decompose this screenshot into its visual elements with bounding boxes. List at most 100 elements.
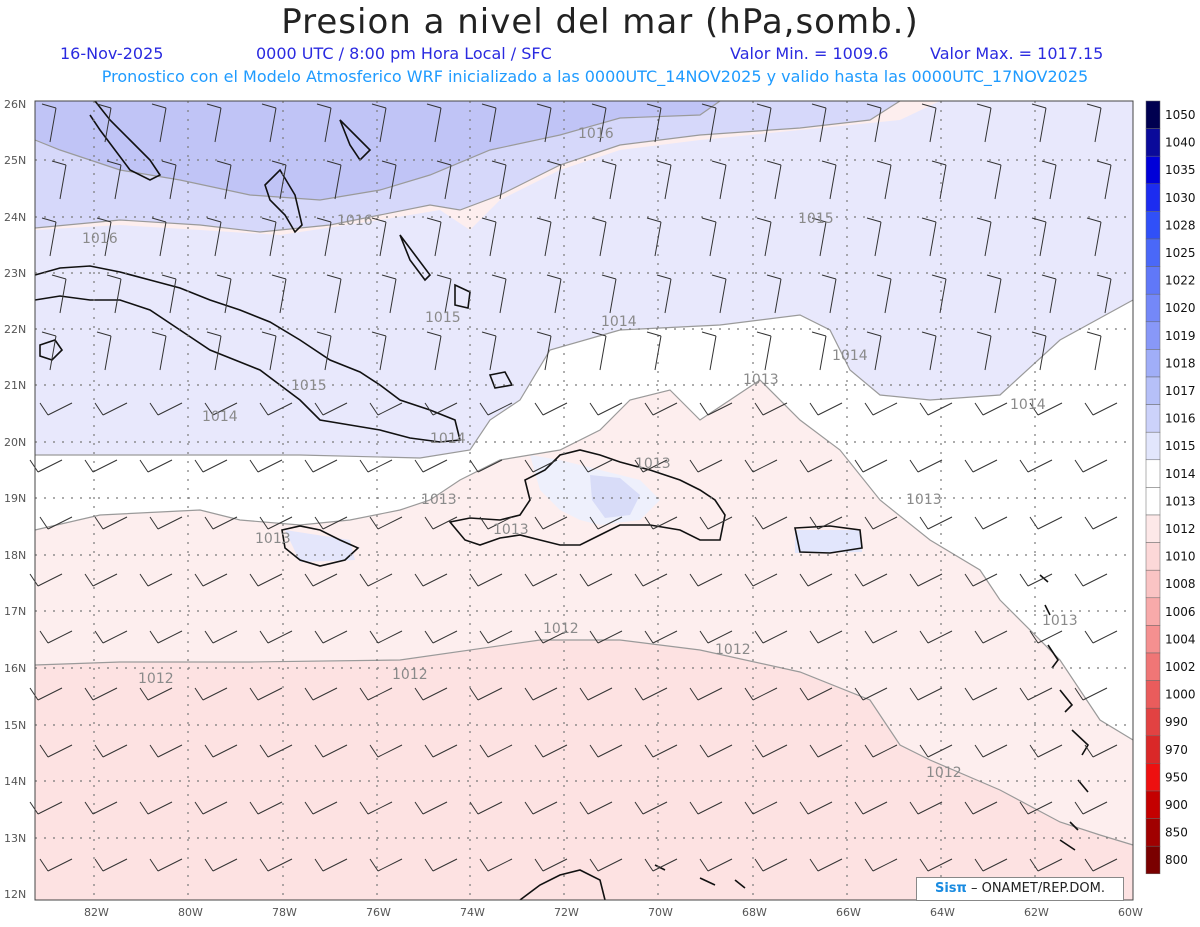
wind-barb xyxy=(964,459,998,473)
wind-barb xyxy=(964,801,998,815)
wind-barb xyxy=(1019,459,1053,473)
wind-barb xyxy=(974,516,1008,530)
wind-barb xyxy=(139,573,173,587)
wind-barb xyxy=(756,331,772,371)
lon-label: 70W xyxy=(648,906,673,919)
wind-barb xyxy=(1031,217,1047,257)
wind-barb xyxy=(1084,744,1118,758)
wind-barb xyxy=(259,630,293,644)
wind-barb xyxy=(469,801,503,815)
wind-barb xyxy=(921,217,937,257)
wind-barb xyxy=(634,573,668,587)
wind-barb xyxy=(29,687,63,701)
wind-barb xyxy=(699,516,733,530)
wind-barb xyxy=(809,858,843,872)
wind-barb xyxy=(634,687,668,701)
lat-label: 21N xyxy=(4,379,26,392)
wind-barb xyxy=(799,687,833,701)
wind-barb xyxy=(359,459,393,473)
colorbar-swatch xyxy=(1145,404,1161,433)
colorbar-swatch xyxy=(1145,376,1161,405)
wind-barb xyxy=(656,274,672,314)
wind-barb xyxy=(149,630,183,644)
lon-label: 66W xyxy=(836,906,861,919)
wind-barb xyxy=(964,573,998,587)
wind-barb xyxy=(689,687,723,701)
wind-barb xyxy=(689,801,723,815)
wind-barb xyxy=(646,103,662,143)
wind-barb xyxy=(149,744,183,758)
wind-barb xyxy=(259,744,293,758)
wind-barb xyxy=(1086,103,1102,143)
wind-barb xyxy=(359,687,393,701)
colorbar-label: 1000 xyxy=(1165,688,1196,702)
wind-barb xyxy=(149,858,183,872)
wind-barb xyxy=(546,274,562,314)
colorbar-swatch xyxy=(1145,487,1161,516)
latitude-axis: 26N 25N 24N 23N 22N 21N 20N 19N 18N 17N … xyxy=(4,98,26,901)
wind-barb xyxy=(194,573,228,587)
wind-barb xyxy=(1029,630,1063,644)
wind-barb xyxy=(876,160,892,200)
wind-barb xyxy=(589,744,623,758)
wind-barb xyxy=(701,103,717,143)
colorbar-label: 1022 xyxy=(1165,274,1196,288)
colorbar-label: 1018 xyxy=(1165,356,1196,370)
contour-label: 1012 xyxy=(543,621,579,637)
lat-label: 16N xyxy=(4,662,26,675)
wind-barb xyxy=(249,573,283,587)
wind-barb xyxy=(1019,687,1053,701)
wind-barb xyxy=(811,103,827,143)
wind-barb xyxy=(359,573,393,587)
wind-barb xyxy=(424,630,458,644)
wind-barb xyxy=(711,160,727,200)
lon-label: 80W xyxy=(178,906,203,919)
wind-barb xyxy=(204,630,238,644)
lat-label: 18N xyxy=(4,549,26,562)
colorbar-swatch xyxy=(1145,845,1161,875)
wind-barb xyxy=(976,217,992,257)
wind-barb xyxy=(206,331,222,371)
wind-barb xyxy=(809,744,843,758)
zone-1014-jamaica xyxy=(285,530,355,562)
wind-barb xyxy=(754,858,788,872)
wind-barb xyxy=(866,331,882,371)
bahamas-inagua xyxy=(454,283,471,309)
wind-barb xyxy=(414,801,448,815)
lon-label: 64W xyxy=(930,906,955,919)
wind-barb xyxy=(766,160,782,200)
wind-barb xyxy=(106,274,122,314)
colorbar-label: 1008 xyxy=(1165,577,1196,591)
wind-barb xyxy=(1096,160,1112,200)
wind-barb xyxy=(161,160,177,200)
wind-barb xyxy=(426,103,442,143)
colorbar-swatch xyxy=(1145,155,1161,185)
colorbar-swatch xyxy=(1145,790,1161,819)
wind-barb xyxy=(821,274,837,314)
wind-barb xyxy=(1031,331,1047,371)
wind-barb xyxy=(96,331,112,371)
wind-barb xyxy=(316,217,332,257)
wind-barb xyxy=(854,801,888,815)
wind-barb xyxy=(259,402,293,416)
wind-barb xyxy=(601,160,617,200)
wind-barb xyxy=(864,516,898,530)
wind-barb xyxy=(139,459,173,473)
lat-label: 14N xyxy=(4,775,26,788)
lon-label: 62W xyxy=(1024,906,1049,919)
wind-barb xyxy=(469,687,503,701)
wind-barb xyxy=(314,858,348,872)
lon-label: 60W xyxy=(1118,906,1143,919)
lat-label: 26N xyxy=(4,98,26,111)
colorbar-label: 1019 xyxy=(1165,329,1196,343)
wind-barb xyxy=(976,103,992,143)
colorbar-swatch xyxy=(1145,542,1161,571)
wind-barb xyxy=(854,459,888,473)
wind-barb xyxy=(534,858,568,872)
zone-1012 xyxy=(35,640,1133,900)
south-america-coast xyxy=(519,869,606,901)
colorbar-swatch xyxy=(1145,238,1161,267)
wind-barb xyxy=(161,274,177,314)
wind-barb xyxy=(369,744,403,758)
colorbar-swatch xyxy=(1145,349,1161,378)
